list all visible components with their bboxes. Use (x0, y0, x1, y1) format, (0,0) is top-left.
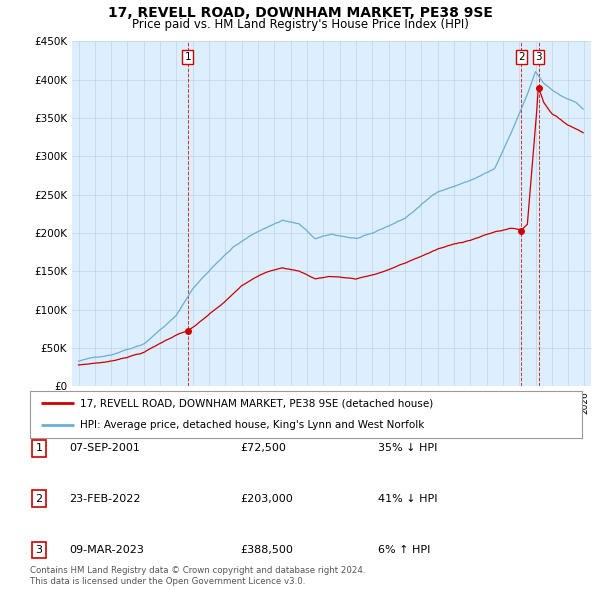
Text: This data is licensed under the Open Government Licence v3.0.: This data is licensed under the Open Gov… (30, 577, 305, 586)
Text: £388,500: £388,500 (240, 545, 293, 555)
Text: 3: 3 (535, 52, 542, 62)
Text: 2: 2 (518, 52, 525, 62)
Text: 6% ↑ HPI: 6% ↑ HPI (378, 545, 430, 555)
Text: 35% ↓ HPI: 35% ↓ HPI (378, 444, 437, 453)
Text: 3: 3 (35, 545, 43, 555)
Text: 1: 1 (35, 444, 43, 453)
Text: 23-FEB-2022: 23-FEB-2022 (69, 494, 140, 503)
Text: 09-MAR-2023: 09-MAR-2023 (69, 545, 144, 555)
Text: 17, REVELL ROAD, DOWNHAM MARKET, PE38 9SE: 17, REVELL ROAD, DOWNHAM MARKET, PE38 9S… (107, 6, 493, 20)
Text: HPI: Average price, detached house, King's Lynn and West Norfolk: HPI: Average price, detached house, King… (80, 420, 424, 430)
Text: 1: 1 (184, 52, 191, 62)
Text: £203,000: £203,000 (240, 494, 293, 503)
Text: £72,500: £72,500 (240, 444, 286, 453)
Text: Contains HM Land Registry data © Crown copyright and database right 2024.: Contains HM Land Registry data © Crown c… (30, 566, 365, 575)
Text: 2: 2 (35, 494, 43, 503)
Text: 07-SEP-2001: 07-SEP-2001 (69, 444, 140, 453)
Text: 41% ↓ HPI: 41% ↓ HPI (378, 494, 437, 503)
Text: Price paid vs. HM Land Registry's House Price Index (HPI): Price paid vs. HM Land Registry's House … (131, 18, 469, 31)
Text: 17, REVELL ROAD, DOWNHAM MARKET, PE38 9SE (detached house): 17, REVELL ROAD, DOWNHAM MARKET, PE38 9S… (80, 398, 433, 408)
